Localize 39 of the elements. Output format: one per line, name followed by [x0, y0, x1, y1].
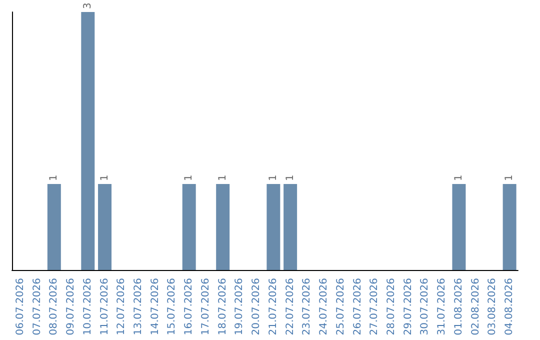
x-tick-label: 27.07.2026 [369, 278, 380, 336]
x-tick-label: 28.07.2026 [386, 278, 397, 336]
x-tick-label: 12.07.2026 [116, 278, 128, 336]
x-tick-label: 30.07.2026 [420, 278, 431, 336]
x-tick-label: 02.08.2026 [470, 278, 482, 336]
x-tick-label: 19.07.2026 [234, 278, 246, 336]
x-tick-label: 03.08.2026 [487, 278, 498, 336]
x-tick-label: 26.07.2026 [352, 278, 364, 336]
x-tick-label: 08.07.2026 [48, 278, 60, 336]
x-tick-label: 25.07.2026 [335, 278, 346, 336]
data-label: 1 [99, 174, 110, 181]
x-tick-label: 06.07.2026 [14, 278, 26, 336]
x-tick-label: 11.07.2026 [99, 278, 110, 336]
x-tick-label: 18.07.2026 [217, 278, 228, 336]
x-tick-label: 10.07.2026 [82, 278, 94, 336]
x-tick-label: 04.08.2026 [504, 278, 516, 336]
x-tick-label: 22.07.2026 [284, 278, 296, 336]
data-label: 1 [48, 174, 60, 181]
data-label: 1 [217, 174, 228, 181]
data-label: 1 [184, 174, 195, 181]
x-tick-label: 20.07.2026 [251, 278, 262, 336]
x-tick-label: 14.07.2026 [150, 278, 161, 336]
x-tick-label: 16.07.2026 [184, 278, 195, 336]
data-label: 3 [82, 2, 94, 9]
data-label: 1 [284, 174, 296, 181]
x-tick-label: 15.07.2026 [166, 278, 178, 336]
x-tick-label: 07.07.2026 [32, 278, 43, 336]
x-tick-label: 13.07.2026 [133, 278, 144, 336]
x-tick-label: 01.08.2026 [453, 278, 464, 336]
data-label: 1 [268, 174, 279, 181]
x-tick-label: 21.07.2026 [268, 278, 279, 336]
data-label: 1 [453, 174, 464, 181]
x-tick-label: 31.07.2026 [436, 278, 448, 336]
x-tick-label: 29.07.2026 [402, 278, 414, 336]
x-tick-label: 24.07.2026 [318, 278, 330, 336]
data-label: 1 [504, 174, 516, 181]
x-tick-label: 09.07.2026 [66, 278, 77, 336]
x-tick-label: 17.07.2026 [200, 278, 212, 336]
x-tick-label: 23.07.2026 [302, 278, 313, 336]
